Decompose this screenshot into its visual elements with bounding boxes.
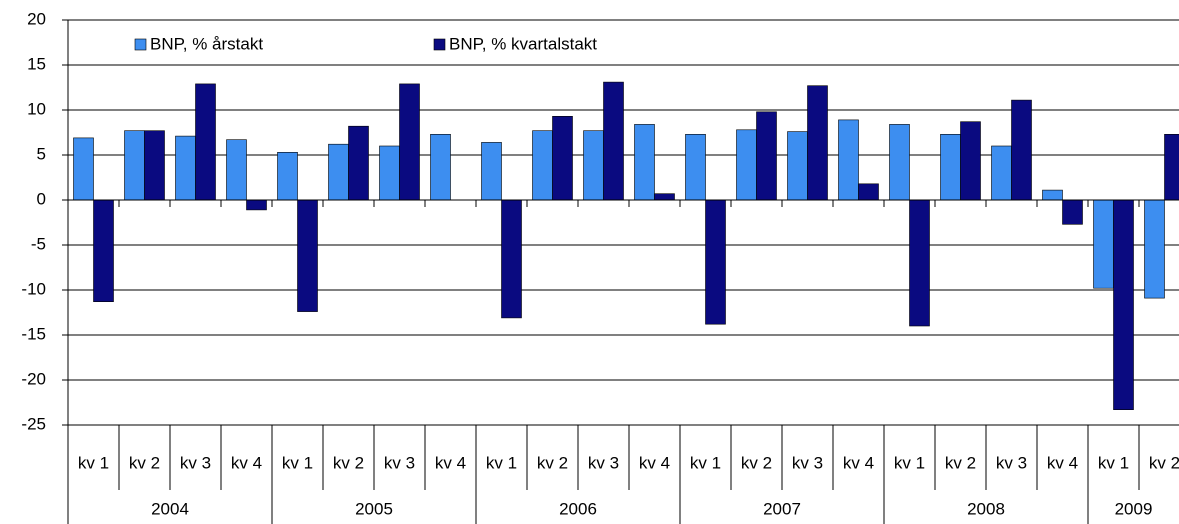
bar [93, 199, 114, 302]
bar [175, 135, 196, 201]
y-tick-label: -15 [21, 324, 46, 343]
bar [756, 111, 777, 201]
bar [838, 119, 859, 201]
bar [1113, 199, 1134, 410]
bar [501, 199, 522, 319]
bar [1011, 99, 1032, 201]
bar [552, 116, 573, 201]
bar [705, 199, 726, 325]
bar [399, 83, 420, 201]
x-tick-label: kv 2 [333, 453, 364, 472]
bar [297, 199, 318, 312]
bar [124, 130, 145, 201]
bar [1062, 199, 1083, 225]
bar [1144, 199, 1165, 299]
y-tick-label: 5 [37, 144, 46, 163]
x-tick-label: kv 1 [486, 453, 517, 472]
bar [909, 199, 930, 327]
bar [858, 183, 879, 201]
x-tick-label: kv 3 [996, 453, 1027, 472]
x-tick-label: kv 1 [282, 453, 313, 472]
bar [226, 139, 247, 201]
x-tick-label: kv 3 [792, 453, 823, 472]
bar [1164, 134, 1179, 201]
bar [246, 199, 267, 211]
x-tick-label: kv 3 [180, 453, 211, 472]
bar [787, 131, 808, 201]
bar [960, 121, 981, 201]
x-tick-label: kv 1 [690, 453, 721, 472]
x-group-label: 2008 [967, 499, 1005, 518]
legend-label: BNP, % årstakt [150, 34, 263, 53]
x-group-label: 2007 [763, 499, 801, 518]
legend-swatch [134, 38, 147, 51]
x-tick-label: kv 2 [129, 453, 160, 472]
x-tick-label: kv 4 [843, 453, 874, 472]
y-tick-label: -10 [21, 279, 46, 298]
bar [1042, 189, 1063, 201]
x-tick-label: kv 3 [588, 453, 619, 472]
x-tick-label: kv 3 [384, 453, 415, 472]
bar [532, 130, 553, 201]
legend-swatch [433, 38, 446, 51]
x-tick-label: kv 4 [231, 453, 262, 472]
bar [583, 130, 604, 201]
x-tick-label: kv 2 [1149, 453, 1179, 472]
x-tick-label: kv 2 [537, 453, 568, 472]
bar [430, 134, 451, 201]
bar [889, 124, 910, 201]
x-tick-label: kv 4 [639, 453, 670, 472]
bar [807, 85, 828, 201]
y-tick-label: -20 [21, 369, 46, 388]
x-tick-label: kv 1 [894, 453, 925, 472]
x-tick-label: kv 2 [741, 453, 772, 472]
bar [481, 142, 502, 201]
y-tick-label: 10 [27, 99, 46, 118]
bar [603, 81, 624, 201]
x-tick-label: kv 1 [1098, 453, 1129, 472]
bar [195, 83, 216, 201]
x-tick-label: kv 4 [1047, 453, 1078, 472]
bar [654, 193, 675, 201]
bar [736, 129, 757, 201]
y-tick-label: 15 [27, 54, 46, 73]
bar [685, 134, 706, 201]
x-tick-label: kv 4 [435, 453, 466, 472]
bar [991, 145, 1012, 201]
bar [277, 152, 298, 201]
x-group-label: 2006 [559, 499, 597, 518]
y-tick-label: 20 [27, 9, 46, 28]
x-group-label: 2004 [151, 499, 189, 518]
bar [940, 134, 961, 201]
x-group-label: 2009 [1115, 499, 1153, 518]
bar [328, 143, 349, 201]
bar [379, 145, 400, 201]
bar [73, 137, 94, 201]
bar [1093, 199, 1114, 289]
x-tick-label: kv 2 [945, 453, 976, 472]
bar [144, 130, 165, 201]
bar [348, 125, 369, 201]
x-group-label: 2005 [355, 499, 393, 518]
bar [634, 124, 655, 201]
y-tick-label: -25 [21, 414, 46, 433]
y-tick-label: 0 [37, 189, 46, 208]
legend-label: BNP, % kvartalstakt [449, 34, 597, 53]
x-tick-label: kv 1 [78, 453, 109, 472]
y-tick-label: -5 [31, 234, 46, 253]
